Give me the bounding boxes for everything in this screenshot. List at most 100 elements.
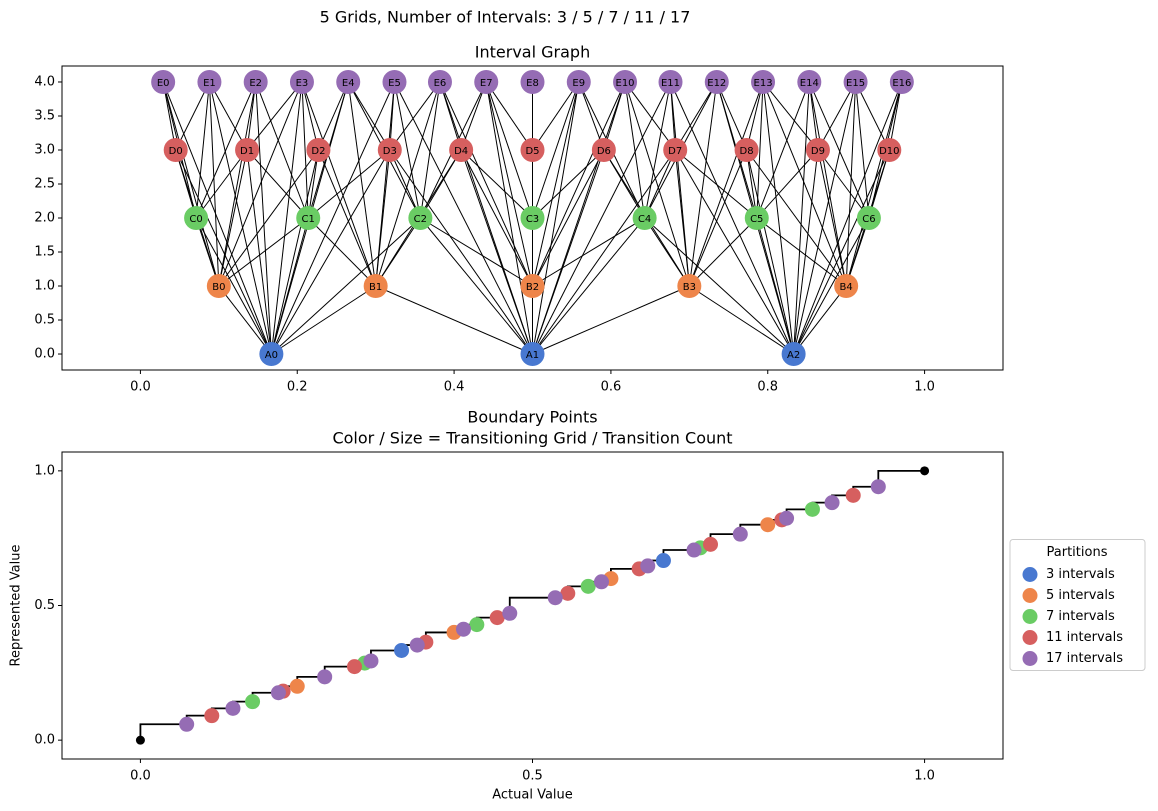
edge [817,149,870,219]
edge [162,81,220,287]
edge [689,285,794,355]
node [520,137,545,162]
legend-marker [1022,651,1038,666]
edge [670,81,795,355]
edge [756,81,810,219]
edge [375,81,441,287]
point [502,605,518,621]
node-label: E4 [342,78,355,89]
edge [246,81,303,151]
point [686,542,702,558]
edge [460,81,487,151]
chart-title: Interval Graph [475,43,590,62]
legend-label: 17 intervals [1046,651,1123,666]
edge [845,81,903,287]
node [377,137,402,162]
node [259,342,284,367]
edge [195,81,210,219]
node [566,69,591,94]
y-tick-label: 1.0 [34,463,55,478]
node-label: D1 [240,146,254,157]
y-tick-label: 4.0 [34,74,55,89]
node-label: C5 [750,214,763,225]
point [640,558,656,574]
edge [218,81,257,287]
edge [532,285,690,355]
node [408,206,433,230]
legend-label: 11 intervals [1046,630,1123,645]
edge [793,285,847,355]
node-label: E5 [388,78,401,89]
edge [460,149,533,219]
edge [393,81,421,219]
legend-marker [1022,567,1038,582]
edge [389,81,441,151]
point [270,685,286,701]
node [889,69,914,94]
point [317,669,333,685]
node [520,274,545,299]
edge [439,81,533,287]
point [225,700,241,716]
point [489,610,505,626]
node [856,206,881,230]
point [779,510,795,526]
y-tick-label: 0.5 [34,598,55,613]
point [824,495,840,511]
node-label: B1 [369,282,382,293]
x-axis-label: Actual Value [492,788,573,803]
edge [394,81,533,355]
edge [532,81,626,287]
edge [301,81,309,219]
edge [419,217,533,355]
node [658,69,683,94]
edge [301,81,377,287]
point [394,642,410,658]
edge [670,81,690,287]
node-label: D9 [811,146,825,157]
node [363,274,388,299]
node-label: C4 [638,214,651,225]
node-label: E14 [800,78,819,89]
node [382,69,407,94]
edge [532,149,605,287]
node [704,69,729,94]
point [179,716,195,732]
edge [644,81,672,219]
edge [603,149,646,219]
edge [246,149,272,355]
edge [674,149,795,355]
edge [674,81,718,151]
edge [762,81,795,355]
node-label: E11 [661,78,680,89]
node [474,69,499,94]
legend-title: Partitions [1047,545,1108,560]
node-label: E15 [846,78,865,89]
y-axis-label: Represented Value [9,545,24,667]
edge [307,149,391,219]
edge [208,81,272,355]
node-label: C0 [189,214,202,225]
point [760,517,776,533]
edge [375,81,395,287]
edge [420,217,533,287]
edge [389,149,421,219]
point [289,678,305,694]
edge [762,81,847,287]
edge [624,81,646,219]
node [834,274,859,299]
edge [532,217,645,287]
end-point [135,735,145,745]
axes-frame [61,65,1004,371]
edge [793,81,903,355]
node-label: B3 [683,282,696,293]
x-tick-label: 0.0 [130,769,151,784]
node-label: A1 [526,350,539,361]
node-label: E16 [892,78,911,89]
legend-box [1009,539,1146,671]
node [289,69,314,94]
y-tick-label: 3.5 [34,108,55,123]
edge [175,149,272,355]
edge [644,217,794,355]
